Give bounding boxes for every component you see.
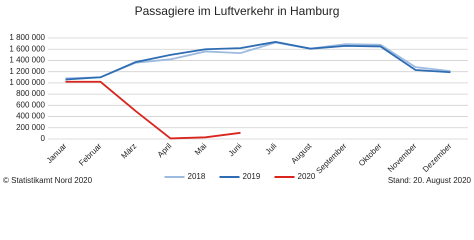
- series-line: [65, 41, 451, 81]
- y-tick-label: 1 600 000: [9, 44, 45, 53]
- y-tick-label: 200 000: [16, 123, 45, 132]
- y-tick-label: 1 800 000: [9, 33, 45, 42]
- series-line: [65, 80, 241, 140]
- x-tick-label: Februar: [77, 141, 103, 167]
- y-tick-label: 800 000: [16, 89, 45, 98]
- x-tick-label: April: [156, 141, 174, 159]
- y-tick-label: 0: [41, 134, 46, 143]
- x-tick-label: Mai: [193, 141, 209, 157]
- x-tick-label: Juli: [264, 141, 279, 156]
- footnote: Stand: 20. August 2020: [388, 176, 472, 185]
- footnote: © Statistikamt Nord 2020: [3, 176, 93, 185]
- x-tick-label: August: [289, 141, 314, 166]
- y-tick-label: 400 000: [16, 112, 45, 121]
- x-tick-label: Juni: [227, 141, 244, 158]
- legend-label: 2019: [243, 172, 261, 181]
- x-tick-label: Dezember: [421, 141, 454, 174]
- x-tick-label: März: [119, 142, 138, 161]
- x-tick-label: Januar: [45, 141, 69, 165]
- legend-label: 2020: [298, 172, 316, 181]
- legend-label: 2018: [188, 172, 206, 181]
- x-tick-label: November: [386, 141, 419, 174]
- chart-title: Passagiere im Luftverkehr in Hamburg: [135, 4, 340, 18]
- y-tick-label: 1 200 000: [9, 67, 45, 76]
- x-tick-label: Oktober: [357, 141, 384, 168]
- y-tick-label: 1 000 000: [9, 78, 45, 87]
- chart: Passagiere im Luftverkehr in Hamburg © S…: [3, 4, 472, 185]
- x-tick-label: September: [314, 141, 348, 175]
- y-tick-label: 600 000: [16, 100, 45, 109]
- y-tick-label: 1 400 000: [9, 56, 45, 65]
